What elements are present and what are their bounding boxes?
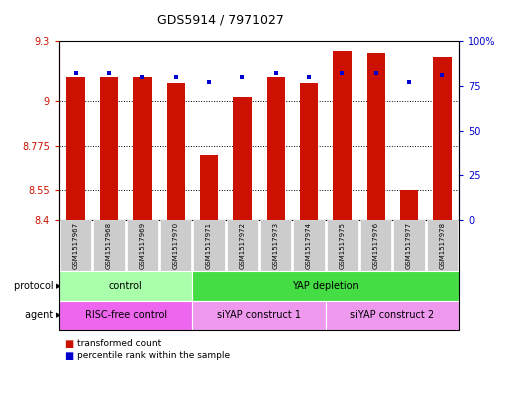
Bar [267,77,285,220]
Text: control: control [109,281,143,291]
Text: siYAP construct 2: siYAP construct 2 [350,310,435,320]
Bar [400,190,418,220]
Text: ■: ■ [64,351,73,361]
Bar [100,77,118,220]
Text: ▶: ▶ [56,312,62,318]
Text: agent: agent [25,310,56,320]
Text: GDS5914 / 7971027: GDS5914 / 7971027 [157,14,284,27]
Text: GSM1517974: GSM1517974 [306,222,312,269]
Text: transformed count: transformed count [77,340,161,348]
Bar [333,51,351,220]
Text: GSM1517968: GSM1517968 [106,222,112,269]
Text: GSM1517972: GSM1517972 [240,222,245,269]
Text: GSM1517976: GSM1517976 [373,222,379,269]
Text: ▶: ▶ [56,283,62,289]
Bar [433,57,451,220]
Bar [200,154,218,220]
Bar [133,77,151,220]
Text: YAP depletion: YAP depletion [292,281,359,291]
Text: protocol: protocol [14,281,56,291]
Text: siYAP construct 1: siYAP construct 1 [217,310,301,320]
Bar [67,77,85,220]
Text: percentile rank within the sample: percentile rank within the sample [77,351,230,360]
Text: GSM1517975: GSM1517975 [340,222,345,269]
Text: GSM1517973: GSM1517973 [273,222,279,269]
Text: GSM1517977: GSM1517977 [406,222,412,269]
Bar [300,83,318,220]
Text: GSM1517969: GSM1517969 [140,222,145,269]
Text: GSM1517967: GSM1517967 [73,222,78,269]
Text: GSM1517971: GSM1517971 [206,222,212,269]
Text: RISC-free control: RISC-free control [85,310,167,320]
Bar [233,97,251,220]
Text: ■: ■ [64,339,73,349]
Bar [367,53,385,220]
Bar [167,83,185,220]
Text: GSM1517970: GSM1517970 [173,222,179,269]
Text: GSM1517978: GSM1517978 [440,222,445,269]
